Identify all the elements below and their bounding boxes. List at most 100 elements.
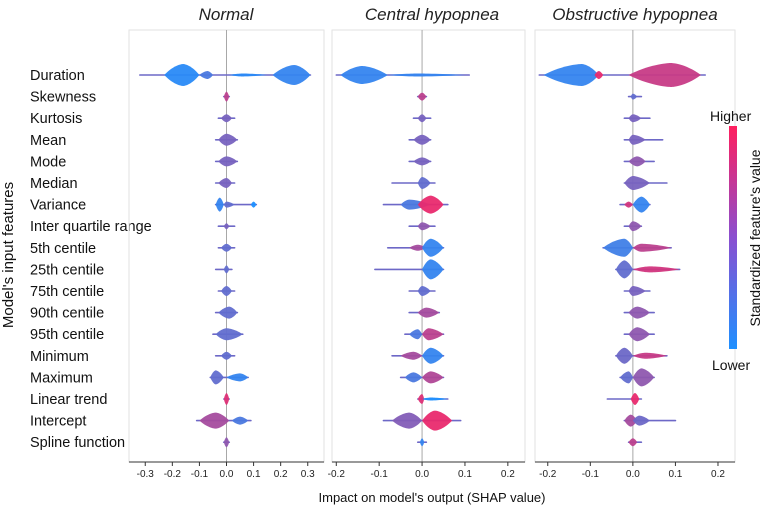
violin-normal-linear-trend (222, 393, 231, 405)
violin-obstructive-hypopnea-skewness (627, 93, 643, 100)
violin-body (628, 114, 642, 123)
violin-body (630, 393, 640, 405)
violin-body (624, 201, 633, 208)
violin-body (628, 306, 650, 319)
x-tick-label: 0.1 (247, 469, 261, 480)
violin-normal-75th-centile (217, 286, 236, 296)
violin-normal-5th-centile (217, 243, 236, 252)
feature-labels: Duration Skewness Kurtosis Mean Mode Median Va… (30, 68, 152, 451)
violin-obstructive-hypopnea-maximum (619, 368, 655, 387)
panel-title-obstructive-hypopnea: Obstructive hypopnea (552, 5, 717, 24)
violin-body (413, 157, 431, 166)
feature-label-inter-quartile-range: Inter quartile range (30, 219, 152, 235)
violin-obstructive-hypopnea-duration (538, 63, 707, 87)
violin-body (387, 73, 465, 77)
violin-normal-median (214, 178, 236, 188)
violin-body (417, 307, 440, 318)
violin-central-hypopnea-25th-centile (374, 259, 445, 280)
panel-central-hypopnea: Central hypopnea -0.2 -0.1 0.0 0.1 0.2 (328, 5, 526, 480)
violin-body (632, 352, 667, 359)
violin-body (419, 438, 425, 447)
violin-body (340, 66, 388, 84)
violin-normal-duration (139, 64, 312, 86)
violin-normal-95th-centile (212, 328, 244, 341)
violin-obstructive-hypopnea-mean (623, 134, 664, 145)
violin-central-hypopnea-90th-centile (408, 307, 441, 318)
violin-obstructive-hypopnea-minimum (615, 347, 668, 364)
violin-body (632, 368, 655, 387)
violin-body (417, 394, 425, 404)
violin-body (422, 347, 444, 364)
violin-obstructive-hypopnea-intercept (623, 414, 677, 427)
violin-body (218, 306, 238, 319)
violin-body (632, 196, 650, 213)
violin-normal-kurtosis (217, 114, 236, 123)
violin-body (632, 415, 650, 426)
violin-body (223, 201, 235, 208)
violin-body (417, 114, 427, 123)
violin-central-hypopnea-inter-quartile-range (408, 222, 436, 231)
violin-body (422, 397, 448, 401)
panel-title-central-hypopnea: Central hypopnea (365, 5, 499, 24)
violin-normal-mode (214, 156, 239, 167)
colorbar-title: Standardized feature's value (747, 149, 763, 326)
y-axis-label: Model's input features (0, 182, 17, 328)
violin-obstructive-hypopnea-90th-centile (623, 306, 655, 319)
x-tick-label: -0.2 (539, 469, 557, 480)
x-tick-label: -0.3 (137, 469, 155, 480)
violin-central-hypopnea-95th-centile (404, 328, 445, 341)
violin-body (221, 243, 232, 252)
violin-body (231, 416, 249, 425)
violin-body (628, 286, 646, 296)
violin-central-hypopnea-median (391, 177, 436, 189)
feature-label-spline-function: Spline function (30, 435, 125, 451)
violin-obstructive-hypopnea-linear-trend (606, 393, 643, 405)
violin-obstructive-hypopnea-inter-quartile-range (623, 221, 643, 232)
violin-body (409, 329, 423, 340)
feature-label-mode: Mode (30, 154, 66, 170)
violin-normal-minimum (214, 351, 236, 360)
feature-label-skewness: Skewness (30, 90, 96, 106)
violin-body (422, 371, 444, 384)
feature-label-kurtosis: Kurtosis (30, 111, 82, 127)
violin-obstructive-hypopnea-75th-centile (623, 286, 651, 296)
violin-body (422, 410, 453, 431)
x-tick-label: 0.0 (220, 469, 234, 480)
violin-central-hypopnea-variance (382, 195, 449, 214)
violin-obstructive-hypopnea-median (623, 176, 668, 190)
x-axis-label: Impact on model's output (SHAP value) (319, 490, 546, 505)
violin-body (199, 412, 230, 429)
x-tick-label: -0.1 (191, 469, 209, 480)
violin-obstructive-hypopnea-25th-centile (615, 260, 681, 279)
x-tick-label: -0.2 (328, 469, 346, 480)
violin-normal-inter-quartile-range (217, 223, 236, 230)
violin-obstructive-hypopnea-mode (623, 156, 655, 167)
feature-label-maximum: Maximum (30, 370, 93, 386)
x-tick-label: -0.2 (164, 469, 182, 480)
violin-body (409, 244, 427, 251)
feature-label-mean: Mean (30, 133, 66, 149)
violin-central-hypopnea-spline-function (416, 438, 428, 447)
violin-body (404, 372, 423, 383)
feature-label-95th-centile: 95th centile (30, 327, 104, 343)
violin-body (422, 238, 444, 257)
colorbar: Higher Lower Standardized feature's valu… (710, 108, 763, 373)
violin-normal-25th-centile (214, 265, 233, 274)
violin-central-hypopnea-intercept (382, 410, 462, 431)
x-tick-label: -0.1 (582, 469, 600, 480)
panel-title-normal: Normal (199, 5, 255, 24)
violin-body (223, 91, 230, 102)
violin-obstructive-hypopnea-spline-function (627, 438, 643, 447)
violin-body (624, 176, 650, 190)
x-tick-label: 0.0 (415, 469, 429, 480)
feature-label-25th-centile: 25th centile (30, 262, 104, 278)
violin-body (624, 414, 638, 427)
violin-body (250, 201, 257, 208)
violin-body (164, 64, 200, 86)
violin-central-hypopnea-kurtosis (412, 114, 432, 123)
violin-central-hypopnea-5th-centile (386, 238, 445, 257)
feature-label-linear-trend: Linear trend (30, 392, 107, 408)
violin-central-hypopnea-skewness (416, 92, 428, 101)
feature-label-intercept: Intercept (30, 414, 86, 430)
violin-body (422, 328, 444, 341)
